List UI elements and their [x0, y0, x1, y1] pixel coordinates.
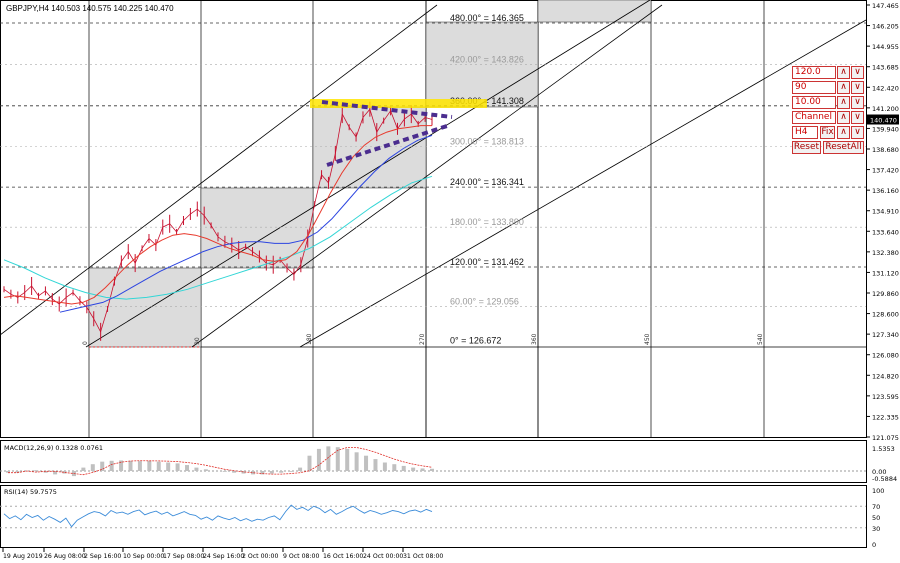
time-tick-label-3: 10 Sep 00:00 [123, 553, 164, 560]
time-tick-label-5: 24 Sep 16:00 [203, 553, 244, 560]
price-tick-label-17: 126.080 [872, 352, 899, 360]
price-step-up-button[interactable]: ∧ [837, 66, 850, 79]
price-tick-label-18: 124.820 [872, 372, 899, 380]
current-price-tag [867, 114, 899, 125]
reset-all-button[interactable]: ResetAll [823, 141, 864, 154]
gann-level-label-4: 240.00° = 136.341 [450, 177, 524, 187]
tf-up-button[interactable]: ∧ [837, 126, 850, 139]
time-tick-label-1: 26 Aug 08:00 [44, 553, 86, 560]
degree-mark-1: 90 [194, 337, 201, 345]
time-tick-label-4: 17 Sep 08:00 [163, 553, 204, 560]
gann-level-label-6: 120.00° = 131.462 [450, 257, 524, 267]
chart-title: GBPJPY,H4 140.503 140.575 140.225 140.47… [6, 4, 174, 13]
price-tick-label-5: 141.200 [872, 105, 899, 113]
tf-down-button[interactable]: ∨ [851, 126, 864, 139]
timeframe-selector[interactable]: H4 [792, 126, 818, 139]
gann-box-1 [200, 187, 314, 269]
support-dash-line [326, 124, 448, 167]
ma-red-line [3, 125, 432, 305]
rsi-axis-label-0: 100 [872, 487, 884, 495]
mode-down-button[interactable]: ∨ [851, 111, 864, 124]
scale-down-button[interactable]: ∨ [851, 96, 864, 109]
price-tick-label-11: 133.640 [872, 228, 899, 236]
rsi-pane-frame [0, 485, 867, 548]
price-tick-label-15: 128.600 [872, 311, 899, 319]
time-tick-label-10: 31 Oct 08:00 [403, 553, 443, 560]
gann-level-label-0: 480.00° = 146.365 [450, 13, 524, 23]
rsi-axis-label-1: 70 [872, 503, 880, 511]
price-tick-label-1: 146.205 [872, 23, 899, 31]
current-price-label: 140.470 [870, 117, 897, 125]
resistance-dash-line [321, 100, 453, 119]
price-tick-label-14: 129.860 [872, 290, 899, 298]
rsi-line [3, 504, 433, 528]
gann-level-label-8: 0° = 126.672 [450, 335, 501, 345]
gann-level-label-3: 300.00° = 138.813 [450, 137, 524, 147]
time-tick-label-2: 2 Sep 16:00 [84, 553, 121, 560]
main-pane-frame [0, 0, 867, 438]
price-step-input[interactable]: 120.0 [792, 66, 836, 79]
resistance-highlight [310, 99, 487, 108]
price-tick-label-8: 137.420 [872, 167, 899, 175]
degree-down-button[interactable]: ∨ [851, 81, 864, 94]
price-tick-label-19: 123.595 [872, 393, 899, 401]
price-tick-label-9: 136.160 [872, 187, 899, 195]
price-tick-label-10: 134.910 [872, 208, 899, 216]
ma-cyan-line [3, 175, 433, 300]
price-tick-label-13: 131.120 [872, 269, 899, 277]
scale-up-button[interactable]: ∧ [837, 96, 850, 109]
degree-mark-6: 540 [757, 333, 764, 345]
macd-axis-label-0: 1.5353 [872, 445, 895, 453]
channel-line-0 [85, 0, 651, 348]
gann-box-2 [312, 106, 427, 189]
mode-up-button[interactable]: ∧ [837, 111, 850, 124]
price-tick-label-7: 138.680 [872, 146, 899, 154]
degree-mark-3: 270 [419, 333, 426, 345]
price-step-down-button[interactable]: ∨ [851, 66, 864, 79]
channel-line-2 [191, 4, 663, 348]
time-tick-label-9: 24 Oct 00:00 [363, 553, 403, 560]
mode-selector[interactable]: Channel [792, 111, 836, 124]
price-tick-label-16: 127.340 [872, 331, 899, 339]
fix-button[interactable]: Fix [820, 126, 835, 139]
time-tick-label-8: 16 Oct 16:00 [323, 553, 363, 560]
degree-input[interactable]: 90 [792, 81, 836, 94]
price-tick-label-3: 143.685 [872, 64, 899, 72]
degree-mark-5: 450 [644, 333, 651, 345]
price-tick-label-6: 139.940 [872, 125, 899, 133]
rsi-axis-label-4: 0 [872, 541, 876, 549]
reset-button[interactable]: Reset [792, 141, 821, 154]
gann-level-label-1: 420.00° = 143.826 [450, 55, 524, 65]
gann-level-label-5: 180.00° = 133.890 [450, 217, 524, 227]
gann-level-label-7: 60.00° = 129.056 [450, 296, 519, 306]
price-tick-label-20: 122.335 [872, 413, 899, 421]
macd-signal-line [8, 447, 433, 476]
time-tick-label-0: 19 Aug 2019 [3, 553, 43, 560]
macd-pane-frame [0, 440, 867, 483]
price-tick-label-12: 132.380 [872, 249, 899, 257]
degree-mark-4: 360 [531, 333, 538, 345]
macd-label: MACD(12,26,9) 0.1328 0.0761 [4, 444, 103, 452]
rsi-label: RSI(14) 59.7575 [4, 488, 57, 496]
channel-line-1 [0, 4, 438, 336]
gann-box-4 [537, 0, 652, 23]
rsi-axis-label-2: 50 [872, 514, 880, 522]
degree-mark-2: 180 [306, 333, 313, 345]
rsi-axis-label-3: 30 [872, 525, 880, 533]
ma-blue-line [59, 134, 433, 313]
price-line [3, 108, 433, 333]
degree-up-button[interactable]: ∧ [837, 81, 850, 94]
macd-axis-label-1: 0.00 [872, 468, 886, 476]
scale-input[interactable]: 10.00 [792, 96, 836, 109]
macd-axis-label-2: -0.5884 [872, 475, 897, 483]
channel-line-3 [299, 19, 867, 348]
degree-mark-0: 0 [82, 341, 89, 345]
time-tick-label-7: 9 Oct 08:00 [283, 553, 319, 560]
time-tick-label-6: 2 Oct 00:00 [242, 553, 278, 560]
price-tick-label-21: 121.075 [872, 434, 899, 442]
price-tick-label-4: 142.420 [872, 84, 899, 92]
price-tick-label-2: 144.955 [872, 43, 899, 51]
price-tick-label-0: 147.465 [872, 2, 899, 10]
